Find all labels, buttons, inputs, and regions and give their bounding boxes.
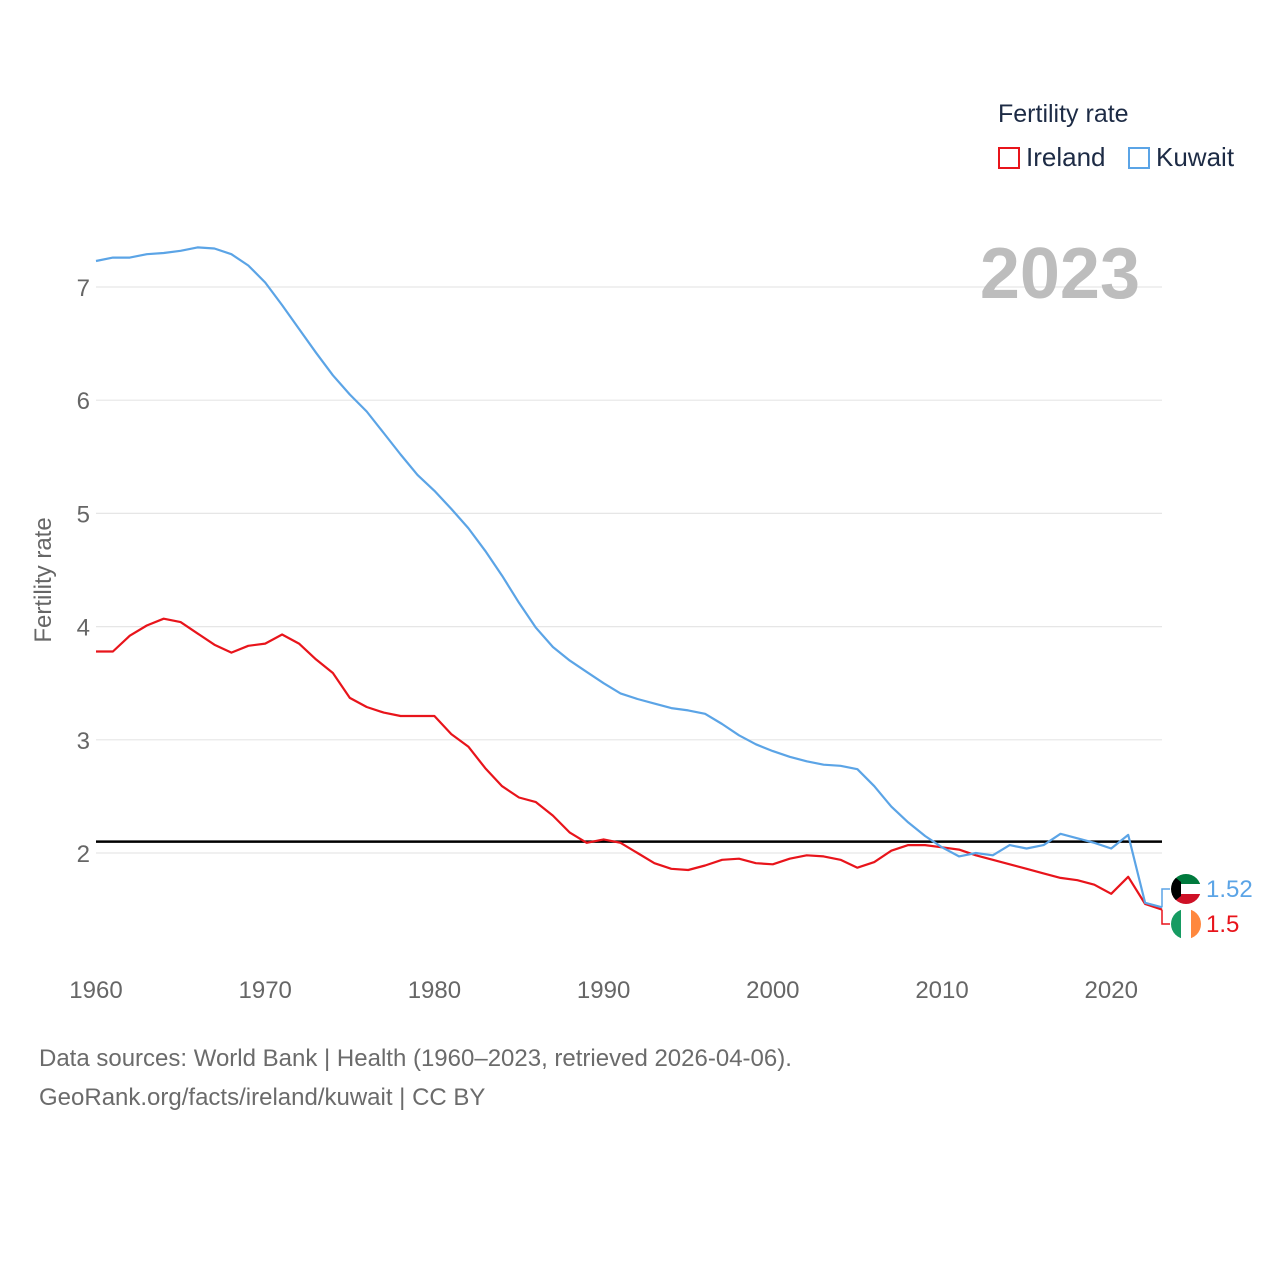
legend-swatch-kuwait: [1128, 146, 1150, 169]
legend-label-kuwait: Kuwait: [1156, 142, 1235, 172]
grid-lines: [96, 286, 1162, 854]
y-tick-label: 5: [77, 501, 90, 528]
series-line-ireland: [96, 617, 1163, 911]
kuwait-flag-icon: [1171, 874, 1201, 904]
y-axis: 2 3 4 5 6 7: [77, 275, 90, 868]
x-tick-label: 2000: [746, 977, 799, 1004]
legend-label-ireland: Ireland: [1026, 142, 1106, 172]
x-tick-label: 1960: [69, 977, 122, 1004]
year-watermark: 2023: [980, 234, 1140, 314]
legend-swatch-ireland: [998, 146, 1020, 169]
x-tick-label: 2010: [915, 977, 968, 1004]
y-tick-label: 3: [77, 728, 90, 755]
legend-title: Fertility rate: [998, 100, 1129, 128]
series-line-kuwait: [95, 246, 1163, 909]
y-tick-label: 4: [77, 615, 90, 642]
x-axis: 1960 1970 1980 1990 2000 2010 2020: [69, 977, 1138, 1004]
x-tick-label: 1970: [239, 977, 292, 1004]
end-markers: 1.52 1.5: [1161, 874, 1253, 939]
kuwait-connector: [1161, 888, 1170, 908]
ireland-flag-icon: [1171, 909, 1201, 939]
kuwait-end-value: 1.52: [1206, 876, 1253, 903]
ireland-end-value: 1.5: [1206, 911, 1239, 938]
series-lines: [95, 246, 1163, 911]
x-tick-label: 1980: [408, 977, 461, 1004]
y-axis-label: Fertility rate: [30, 517, 57, 642]
y-tick-label: 6: [77, 388, 90, 415]
x-tick-label: 2020: [1085, 977, 1138, 1004]
legend-item-ireland[interactable]: Ireland: [998, 142, 1106, 173]
footer-sources: Data sources: World Bank | Health (1960–…: [39, 1045, 792, 1072]
y-tick-label: 7: [77, 275, 90, 302]
ireland-connector: [1161, 909, 1170, 925]
footer-link[interactable]: GeoRank.org/facts/ireland/kuwait | CC BY: [39, 1084, 486, 1111]
x-tick-label: 1990: [577, 977, 630, 1004]
legend-item-kuwait[interactable]: Kuwait: [1128, 142, 1234, 173]
y-tick-label: 2: [77, 841, 90, 868]
